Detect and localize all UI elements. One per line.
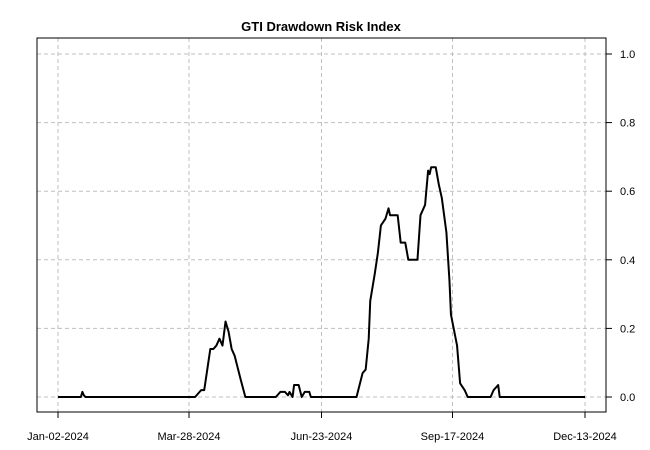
x-axis: Jan-02-2024 Mar-28-2024 Jun-23-2024 Sep-17-… [27,412,617,443]
series-line [58,166,585,398]
chart-title: GTI Drawdown Risk Index [241,19,401,34]
grid-layer [37,38,606,412]
y-tick-label: 0.4 [620,255,635,267]
x-tick-label: Mar-28-2024 [157,431,220,443]
y-axis: 0.0 0.2 0.4 0.6 0.8 1.0 [606,49,635,404]
x-tick-label: Jun-23-2024 [291,431,353,443]
y-tick-label: 0.6 [620,186,635,198]
x-tick-label: Dec-13-2024 [553,431,617,443]
y-tick-label: 0.0 [620,392,635,404]
x-tick-label: Jan-02-2024 [27,431,89,443]
y-tick-label: 1.0 [620,49,635,61]
x-tick-label: Sep-17-2024 [421,431,485,443]
y-tick-label: 0.8 [620,118,635,130]
series-layer [58,166,585,398]
y-tick-label: 0.2 [620,323,635,335]
